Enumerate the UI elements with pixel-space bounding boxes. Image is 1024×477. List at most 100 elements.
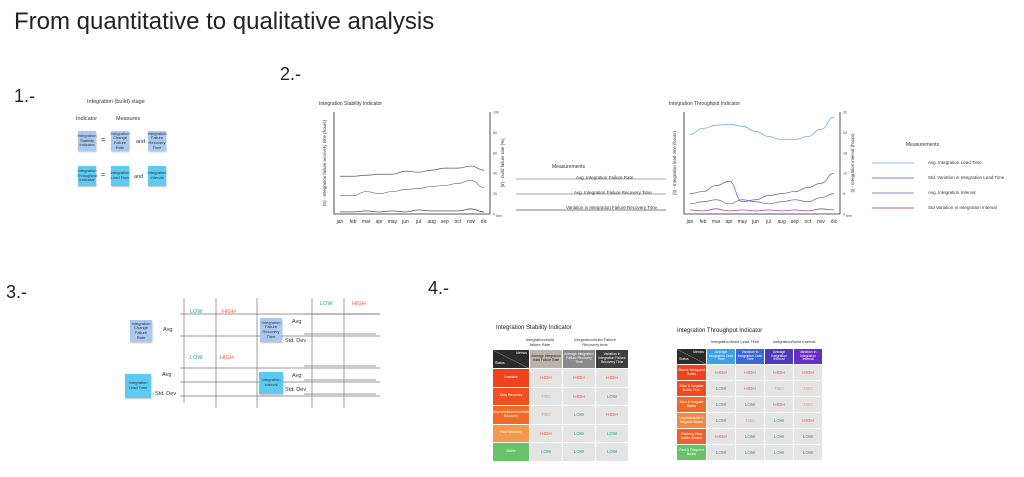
throughput-legend-lines [872,162,914,209]
sticky-grid-failure-recovery-time[interactable]: Integration Failure Recovery Time [260,318,282,342]
table-row: Flashing Slow Builds Wasted HIGH LOW LOW LOW [676,428,823,445]
x-axis-label: time [846,214,852,218]
status-label: Unstable [492,368,530,388]
table-cell: LOW [706,396,736,413]
table-cell: HIGH [529,423,563,443]
x-tick-label: jun [751,219,759,225]
table-row: Unstable HIGH HIGH HIGH [492,368,629,388]
status-label: Unpredictable & Irregular Builds [676,412,707,429]
y2-tick-label: 80 [493,131,497,135]
sticky-grid-interval[interactable]: Integration Interval [259,372,283,394]
sticky-throughput-indicator[interactable]: Integration Throughput Indicator [77,166,97,186]
equals-sign: = [101,137,106,144]
x-tick-label: jan [336,219,344,225]
x-tick-label: apr [376,219,384,225]
table-cell: LOW [595,423,629,443]
table-cell: LOW [764,444,794,461]
table-cell: HIGH [562,386,596,406]
table-cell: TBD [764,380,794,397]
table-column-header: Average Integration Interval [764,348,794,365]
stage-title: Integration (build) stage [87,99,145,105]
table-row: Fast Recovery HIGH LOW LOW [492,423,629,443]
y2-tick-label: 100 [493,111,499,115]
table-cell: LOW [764,428,794,445]
series-line-avg-integration-lead-time [689,116,835,140]
y2-tick-label: 20 [493,192,497,196]
stability-legend-title: Measurements [552,164,586,170]
sticky-interval[interactable]: Integration Interval [148,166,166,186]
grid-std-label: Std. Dev [285,387,307,393]
series-line-avg-integration-failure-recovery-time [340,179,485,196]
table-column-header: Average Integration Lead Time [706,348,736,365]
section-1-number: 1.- [14,86,36,106]
stability-legend-lines [516,178,666,211]
series-line-std-variation-in-integration-lead-time [689,172,835,203]
table-cell: HIGH [793,364,823,381]
table-cell: HIGH [735,380,765,397]
series-line-avg-integration-interval [689,193,835,205]
table-row: Stable LOW LOW LOW [492,442,629,462]
stability-status-table: Metrics Status Average Integration build F… [492,349,629,462]
grid-std-label: Std. Dev [155,391,177,397]
table-cell: HIGH [706,364,736,381]
x-tick-label: jul [415,219,421,225]
table-cell: TBD [529,405,563,425]
grid-avg-label: Avg [292,373,302,379]
sticky-change-failure-rate[interactable]: Integration Change Failure Rate [110,130,130,151]
status-label: Unpredictable/Unreliable Recovery [492,405,530,425]
grid-low-label: LOW [190,309,203,315]
grid-avg-label: Avg [163,327,173,333]
table-cell: HIGH [595,405,629,425]
throughput-table-group: Integration/build Lead Time [710,339,760,344]
x-tick-label: feb [700,219,707,225]
section-4-number: 4.- [428,278,450,298]
throughput-table-group: Integration/build Interval [772,339,816,344]
x-tick-label: feb [350,219,357,225]
x-tick-label: aug [427,219,436,225]
table-row: Fast & Frequent Builds LOW LOW LOW LOW [676,444,823,461]
equals-sign: = [101,172,106,179]
table-corner: Metrics Status [676,348,707,365]
table-cell: HIGH [764,364,794,381]
table-cell: LOW [735,396,765,413]
sticky-grid-lead-time[interactable]: Integration Lead Time [125,374,151,398]
table-cell: LOW [706,412,736,429]
table-column-header: Variation in Integration Failure Recover… [595,349,629,369]
table-cell: LOW [595,442,629,462]
x-tick-label: sep [441,219,449,225]
table-cell: HIGH [706,428,736,445]
table-column-header: Average Integration Failure Recovery Tim… [562,349,596,369]
table-cell: LOW [562,442,596,462]
sticky-failure-recovery-time[interactable]: Integration Failure Recovery Time [147,130,167,151]
table-cell: LOW [529,442,563,462]
sticky-lead-time[interactable]: Integration Lead Time [111,166,129,186]
grid-high-label: HIGH [352,301,366,307]
y2-tick-label: 18 [843,151,847,155]
table-cell: TBD [735,412,765,429]
table-row: Unpredictable & Irregular Builds LOW TBD LO… [676,412,823,429]
y2-tick-label: 60 [493,151,497,155]
sticky-stability-indicator[interactable]: Integration Stability Indicator [78,131,96,151]
x-axis-label: time [496,214,502,218]
x-tick-label: sep [791,219,799,225]
status-label: Fast & Frequent Builds [676,444,707,461]
series-line-std-variation-in-integration-interval [689,208,835,212]
stability-table-group: Integration/build Failure Recovery time [574,337,616,347]
series-line-variation-in-integration-failure-recovery-time [339,208,485,213]
sticky-grid-change-failure-rate[interactable]: Integration Change Failure Rate [130,320,152,342]
table-cell: HIGH [595,368,629,388]
status-label: Slow & Infrequent Builds [676,364,707,381]
table-cell: LOW [735,428,765,445]
y2-axis-label: (tr) - build failure rate (%) [500,138,505,187]
stability-legend-item: Avg. Integration Failure Recovery Time [574,190,652,195]
table-row: Slow & Infrequent Builds HIGH HIGH HIGH HIGH [676,364,823,381]
x-tick-label: nov [817,219,826,225]
table-cell: HIGH [793,412,823,429]
table-corner-metrics: Metrics [693,350,704,354]
table-cell: LOW [595,386,629,406]
y2-tick-label: 0 [493,213,495,217]
x-tick-label: jun [401,219,409,225]
table-cell: LOW [562,423,596,443]
table-corner-status: Status [679,357,689,362]
section-3-number: 3.- [6,282,28,302]
